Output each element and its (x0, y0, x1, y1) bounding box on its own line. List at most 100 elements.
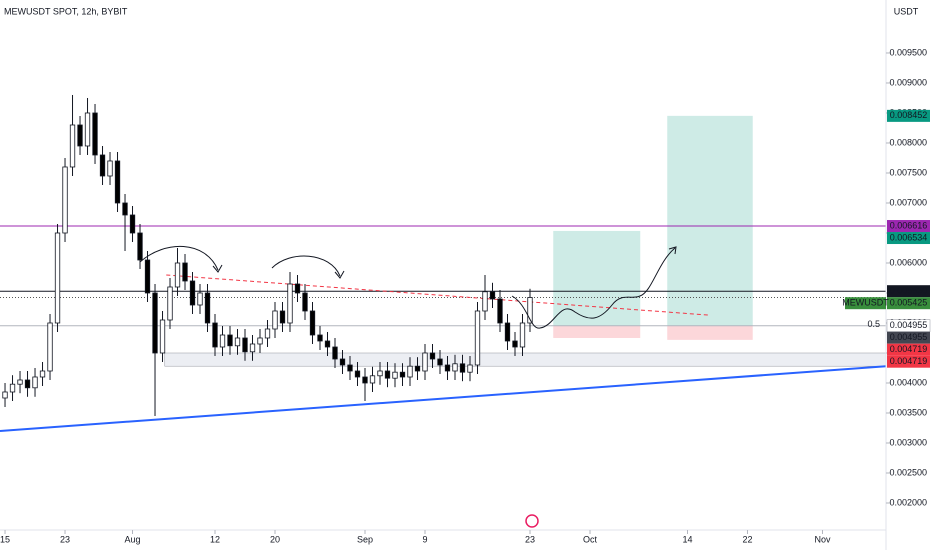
candle-body (459, 363, 466, 373)
candle-body (354, 370, 361, 378)
candle-body (324, 340, 331, 348)
arc-arrow (271, 255, 341, 277)
level-label: 0.5 (867, 319, 880, 329)
candle-body (317, 334, 323, 342)
x-tick-label: 15 (0, 534, 10, 544)
price-label: 0.005530 (890, 286, 928, 296)
y-tick-label: 0.002500 (889, 467, 927, 477)
trendline (0, 365, 887, 432)
symbol-label-box (845, 297, 886, 310)
x-tick-label: 23 (525, 534, 535, 544)
candle-body (2, 391, 8, 399)
candle-body (369, 375, 376, 384)
candle-body (9, 383, 16, 393)
candle-body (212, 322, 218, 348)
candle-body (129, 214, 136, 234)
candle-body (339, 358, 346, 366)
candle-body (384, 370, 391, 379)
logo-icon (525, 514, 539, 528)
candle-body (422, 352, 428, 372)
price-label: 0.004955 (890, 320, 928, 330)
candle-body (219, 334, 226, 348)
candle-body (257, 337, 263, 345)
candle-body (197, 292, 203, 306)
chart-title: MEWUSDT SPOT, 12h, BYBIT (4, 6, 128, 16)
candle-body (122, 202, 128, 216)
x-tick-label: Oct (583, 534, 598, 544)
candle-body (174, 262, 181, 288)
candle-body (32, 376, 38, 389)
x-tick-label: 23 (60, 534, 70, 544)
candle-body (242, 337, 248, 353)
candle-body (497, 298, 503, 324)
logo (525, 514, 539, 528)
candle-body (107, 160, 113, 177)
drawings (139, 245, 677, 329)
arrow-head (334, 270, 345, 279)
candle-body (69, 124, 76, 168)
candle-body (407, 365, 413, 378)
candle-body (467, 364, 473, 373)
axis-unit: USDT (894, 6, 919, 16)
candle-body (444, 364, 451, 372)
price-label-box (887, 331, 930, 344)
price-label-box (887, 109, 930, 122)
candle-body (504, 322, 511, 342)
candle-body (362, 376, 368, 384)
y-tick-label: 0.007000 (889, 197, 927, 207)
candle-body (489, 291, 496, 300)
candle-body (62, 166, 68, 234)
candle-body (47, 322, 53, 372)
candle-body (189, 280, 196, 306)
candle-body (114, 160, 121, 204)
projection-path (511, 247, 676, 329)
candle-body (332, 346, 338, 360)
candle-body (17, 379, 23, 385)
price-label: 0.004719 (890, 344, 928, 354)
candle-body (294, 283, 301, 294)
candle-body (452, 363, 458, 372)
y-tick-label: 0.007500 (889, 167, 927, 177)
x-tick-label: 14 (682, 534, 692, 544)
price-label: 0.005425 (890, 298, 928, 308)
candle-body (54, 232, 61, 324)
stop-zone (553, 325, 641, 338)
y-tick-label: 0.009500 (889, 47, 927, 57)
price-label-box (887, 343, 930, 356)
arc-arrow (139, 245, 219, 271)
candle-body (414, 365, 421, 372)
candle-body (204, 292, 211, 324)
plot (0, 94, 887, 432)
candle-body (152, 292, 158, 354)
x-tick-label: 12 (210, 534, 220, 544)
price-label: 0.008452 (890, 110, 928, 120)
price-label: 0.006534 (890, 232, 928, 242)
candle-body (182, 262, 188, 282)
candle-body (309, 310, 316, 336)
price-label-box (887, 285, 930, 298)
candle-body (279, 310, 286, 324)
price-label-box (887, 232, 930, 245)
y-tick-label: 0.003000 (889, 437, 927, 447)
candle-body (144, 259, 151, 294)
price-label: 0.004955 (890, 332, 928, 342)
price-label-box (887, 297, 930, 310)
candle-body (474, 310, 481, 366)
candle-body (287, 283, 293, 324)
candle-body (437, 358, 443, 366)
candle-body (519, 322, 526, 348)
x-tick-label: 22 (742, 534, 752, 544)
candle-body (159, 319, 166, 354)
price-label: 0.006616 (890, 220, 928, 230)
candle-body (24, 379, 31, 389)
x-tick-label: Aug (125, 534, 141, 544)
price-label-box (887, 355, 930, 368)
candle-body (392, 371, 398, 379)
x-tick-label: 20 (270, 534, 280, 544)
candle-body (302, 292, 308, 312)
candle-body (137, 232, 143, 261)
candle-body (347, 364, 353, 372)
stop-zone (667, 325, 753, 340)
candle-body (527, 297, 533, 324)
